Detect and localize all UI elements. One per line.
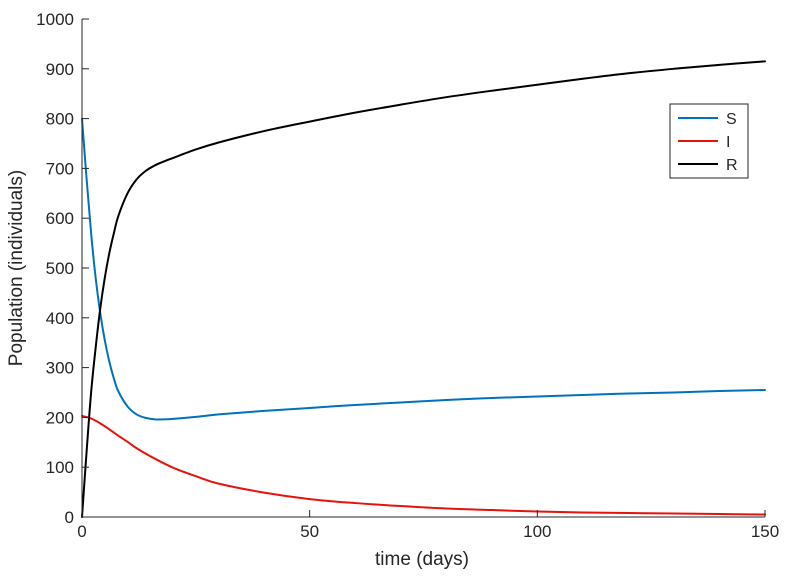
series-line-s: [81, 117, 766, 421]
y-tick-label: 200: [46, 408, 74, 427]
y-tick-label: 600: [46, 209, 74, 228]
series-line-r: [81, 60, 766, 518]
x-tick-label: 50: [300, 522, 319, 541]
x-tick-label: 150: [751, 522, 779, 541]
legend-label-i: I: [726, 134, 730, 151]
series-line-i: [81, 414, 766, 516]
x-tick-label: 0: [77, 522, 86, 541]
y-tick-label: 300: [46, 359, 74, 378]
y-tick-label: 800: [46, 110, 74, 129]
x-axis-title: time (days): [375, 549, 469, 570]
axes: [81, 18, 766, 518]
y-tick-label: 400: [46, 309, 74, 328]
legend: SIR: [669, 103, 749, 179]
y-axis-title: Population (individuals): [6, 170, 27, 366]
tick-labels: 0 50 100 150 0 100 200 300 400 500 600 700 800 900 100…: [36, 10, 779, 541]
x-tick-label: 100: [523, 522, 551, 541]
y-tick-label: 0: [65, 508, 74, 527]
legend-label-r: R: [726, 157, 738, 174]
legend-label-s: S: [726, 111, 737, 128]
series-layer: [81, 60, 766, 518]
y-tick-label: 900: [46, 60, 74, 79]
y-tick-label: 500: [46, 259, 74, 278]
y-tick-label: 700: [46, 159, 74, 178]
y-tick-label: 100: [46, 458, 74, 477]
y-tick-label: 1000: [36, 10, 74, 29]
